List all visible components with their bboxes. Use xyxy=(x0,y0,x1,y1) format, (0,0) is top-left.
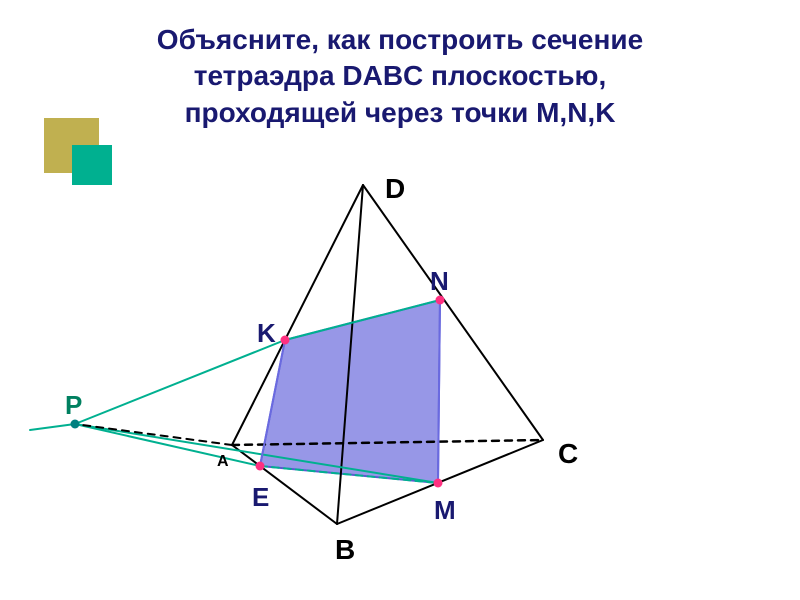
section-polygon xyxy=(260,300,440,483)
tetrahedron-diagram xyxy=(0,0,800,600)
point-M xyxy=(434,479,443,488)
label-M: M xyxy=(434,495,456,526)
label-K: K xyxy=(257,318,276,349)
label-N: N xyxy=(430,266,449,297)
edge-P-Pext xyxy=(30,424,75,430)
label-A: А xyxy=(217,453,229,471)
label-D: D xyxy=(385,173,405,205)
label-E: E xyxy=(252,482,269,513)
edge-K-P xyxy=(75,340,285,424)
point-K xyxy=(281,336,290,345)
label-C: C xyxy=(558,438,578,470)
point-E xyxy=(256,462,265,471)
label-B: B xyxy=(335,534,355,566)
label-P: P xyxy=(65,390,82,421)
